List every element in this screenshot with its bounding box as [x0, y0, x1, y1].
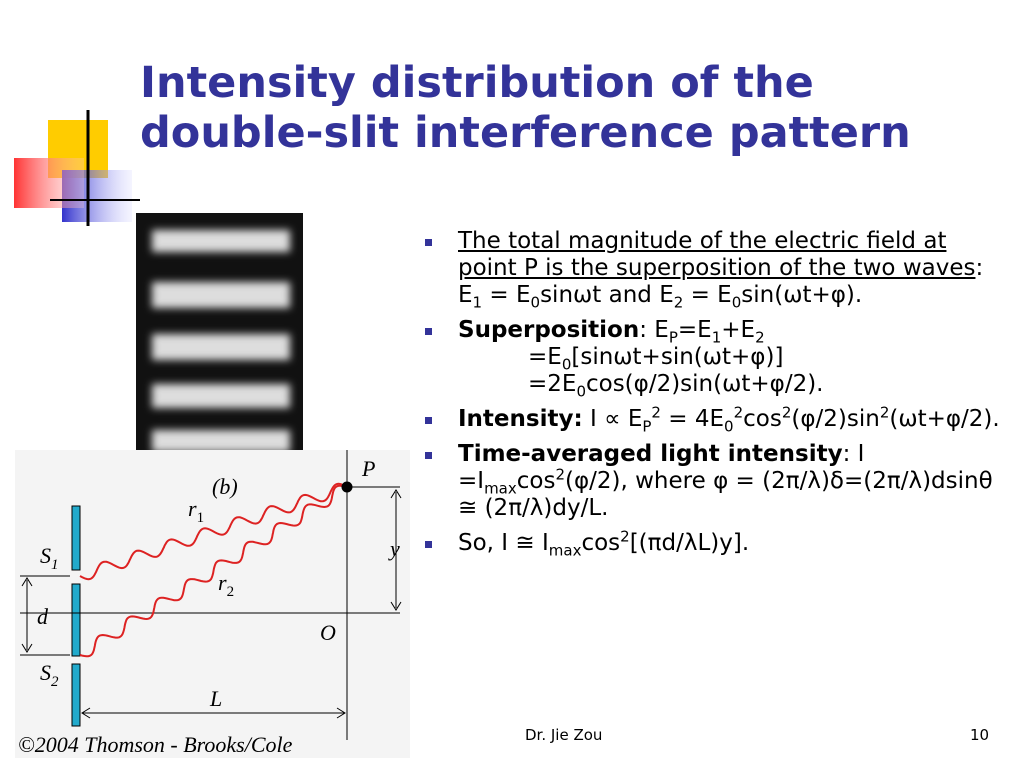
sup: 2: [555, 465, 565, 484]
bullet: Intensity: I ∝ EP2 = 4E02cos2(φ/2)sin2(ω…: [422, 403, 1002, 436]
sub: 0: [724, 417, 734, 436]
text: [(πd/λL)y].: [629, 530, 750, 556]
sup: 2: [651, 403, 661, 422]
text: sinωt and E: [540, 282, 674, 308]
text: I ∝ E: [582, 406, 643, 432]
text: cos(φ/2)sin(ωt+φ/2).: [585, 371, 824, 397]
sub: 2: [755, 328, 765, 347]
text: cos: [581, 530, 621, 556]
text: (φ/2)sin: [791, 406, 880, 432]
sub: P: [642, 417, 652, 436]
label-sub: 2: [227, 584, 235, 600]
text: [sinωt+sin(ωt+φ)]: [571, 344, 784, 370]
label-s1: S1: [40, 543, 59, 573]
label-r1: r1: [188, 496, 204, 526]
sup: 2: [620, 527, 630, 546]
text: : I =I: [458, 441, 865, 494]
sub: 0: [530, 293, 541, 312]
label-y: y: [388, 536, 400, 561]
sub: 0: [731, 293, 742, 312]
text: cos: [743, 406, 782, 432]
credit: ©2004 Thomson - Brooks/Cole: [18, 732, 293, 757]
title-line: Intensity distribution of the: [140, 58, 814, 108]
title: Intensity distribution of the double-slit…: [140, 58, 911, 158]
title-line: double-slit interference pattern: [140, 108, 911, 158]
text: So, I ≅ I: [458, 530, 549, 556]
sub: 0: [561, 355, 572, 374]
text: (φ/2), where φ = (2π/λ)δ=(2π/λ)dsinθ ≅ (…: [458, 468, 993, 521]
label-r2: r2: [218, 570, 234, 600]
sub: 0: [576, 382, 586, 401]
label-d: d: [37, 604, 49, 629]
text: =E: [528, 344, 562, 370]
sup: 2: [733, 403, 744, 422]
footer-page: 10: [970, 726, 990, 744]
sub: P: [668, 328, 678, 347]
text: Time-averaged light intensity: [458, 441, 843, 467]
label-l: L: [209, 686, 222, 711]
figure-labels: P r1 r2 S1 S2 d O L y (b) ©2004 Thomson …: [18, 456, 400, 757]
label-text: r: [188, 496, 197, 521]
footer-author: Dr. Jie Zou: [525, 726, 603, 744]
label-text: S: [40, 543, 51, 568]
text: The total magnitude of the electric fiel…: [458, 228, 976, 281]
bullet: Time-averaged light intensity: I =Imaxco…: [422, 441, 1002, 522]
label-text: S: [40, 660, 51, 685]
sub: max: [548, 541, 582, 560]
photo-label: (b): [212, 474, 238, 499]
text: : E: [458, 255, 984, 308]
sub: 2: [673, 293, 684, 312]
text: (ωt+φ/2).: [889, 406, 1000, 432]
sup: 2: [879, 403, 890, 422]
bullet: So, I ≅ Imaxcos2[(πd/λL)y].: [422, 527, 1002, 560]
label-o: O: [320, 620, 336, 645]
label-text: r: [218, 570, 227, 595]
bullet: The total magnitude of the electric fiel…: [422, 228, 1002, 312]
text: +E: [721, 317, 756, 343]
label-p: P: [361, 456, 375, 481]
label-sub: 1: [197, 510, 205, 526]
line: =2E0cos(φ/2)sin(ωt+φ/2).: [458, 371, 1002, 401]
label-sub: 1: [51, 557, 59, 573]
bullet: Superposition: EP=E1+E2 =E0[sinωt+sin(ωt+…: [422, 317, 1002, 401]
text: = 4E: [660, 406, 725, 432]
text: sin(ωt+φ).: [741, 282, 863, 308]
sub: 1: [472, 293, 483, 312]
sub: 1: [711, 328, 722, 347]
text: Intensity:: [458, 406, 583, 432]
text: = E: [482, 282, 531, 308]
text: =2E: [528, 371, 577, 397]
sub: max: [484, 479, 517, 498]
text: Superposition: [458, 317, 640, 343]
text: = E: [683, 282, 732, 308]
text: cos: [516, 468, 556, 494]
label-s2: S2: [40, 660, 59, 690]
text: : E: [639, 317, 669, 343]
sup: 2: [781, 403, 792, 422]
line: =E0[sinωt+sin(ωt+φ)]: [458, 344, 1002, 374]
bullet-list: The total magnitude of the electric fiel…: [422, 228, 1002, 565]
fringe-photo: [136, 213, 303, 475]
text: =E: [677, 317, 712, 343]
slit-diagram: [15, 450, 410, 758]
label-sub: 2: [51, 674, 59, 690]
